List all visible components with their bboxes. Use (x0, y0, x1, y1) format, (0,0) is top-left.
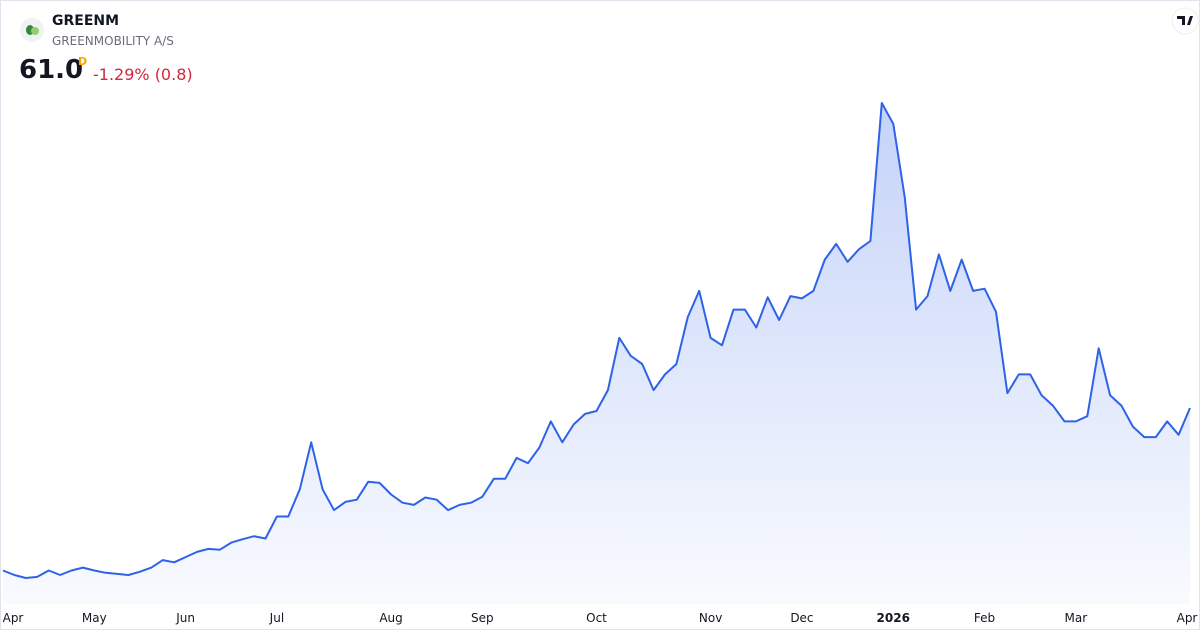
x-tick-label: Feb (974, 611, 995, 625)
x-tick-label: Jun (175, 611, 195, 625)
area-fill (3, 103, 1190, 604)
x-tick-label: Nov (699, 611, 722, 625)
x-tick-label: Aug (379, 611, 402, 625)
x-tick-label: Apr (3, 611, 24, 625)
change: -1.29% (0.8) (93, 65, 193, 84)
price-line (2, 102, 1191, 579)
tv-logo[interactable] (1171, 7, 1199, 35)
x-tick-label: May (82, 611, 107, 625)
interval: D (78, 55, 88, 68)
symbol: GREENM (52, 13, 120, 29)
company-name: GREENMOBILITY A/S (52, 34, 174, 48)
x-tick-label: Apr (1177, 611, 1198, 625)
price: 61.0 (19, 55, 84, 85)
logo (20, 18, 44, 42)
x-tick-label: Sep (471, 611, 494, 625)
x-tick-label: Mar (1065, 611, 1088, 625)
x-tick-label: 2026 (877, 611, 910, 625)
x-tick-label: Jul (269, 611, 284, 625)
x-tick-label: Oct (586, 611, 607, 625)
x-tick-label: Dec (790, 611, 813, 625)
